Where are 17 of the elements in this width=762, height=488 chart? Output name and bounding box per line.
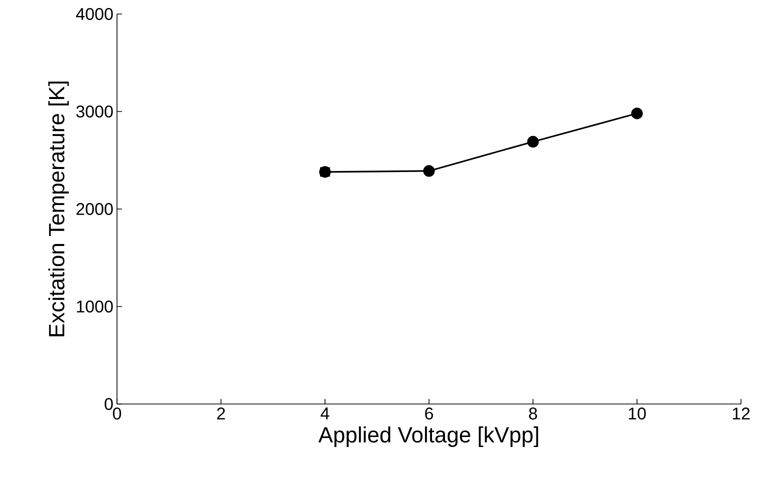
y-tick-label: 4000 [76, 8, 113, 20]
x-tick-label: 12 [732, 408, 750, 420]
y-tick-label: 1000 [76, 300, 113, 313]
x-tick-label: 8 [529, 408, 537, 420]
y-tick-label: 0 [104, 398, 113, 410]
x-tick-label: 2 [217, 408, 225, 420]
x-axis-title: Applied Voltage [kVpp] [318, 426, 538, 447]
y-axis-title: Excitation Temperature [K] [48, 82, 69, 336]
y-tick-label: 3000 [76, 105, 113, 118]
y-tick-label: 2000 [76, 202, 113, 216]
x-tick-label: 6 [425, 408, 433, 420]
point [527, 136, 539, 148]
point [423, 165, 435, 177]
x-tick-label: 10 [628, 408, 646, 420]
point [631, 108, 643, 120]
x-tick-label: 4 [320, 408, 330, 420]
x-tick-label: 0 [112, 408, 122, 420]
